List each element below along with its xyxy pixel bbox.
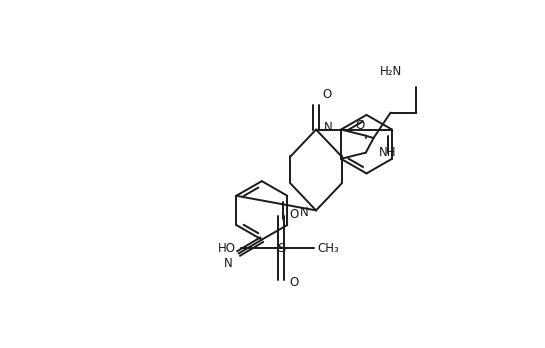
Text: NH: NH (379, 146, 396, 159)
Text: O: O (289, 276, 298, 288)
Text: N: N (324, 121, 332, 134)
Text: CH₃: CH₃ (317, 242, 338, 255)
Text: O: O (289, 208, 298, 221)
Text: N: N (300, 206, 308, 219)
Text: S: S (277, 242, 286, 255)
Text: N: N (223, 258, 232, 270)
Text: H₂N: H₂N (380, 65, 402, 78)
Text: HO: HO (219, 242, 237, 255)
Text: O: O (356, 119, 365, 132)
Text: O: O (322, 88, 331, 101)
